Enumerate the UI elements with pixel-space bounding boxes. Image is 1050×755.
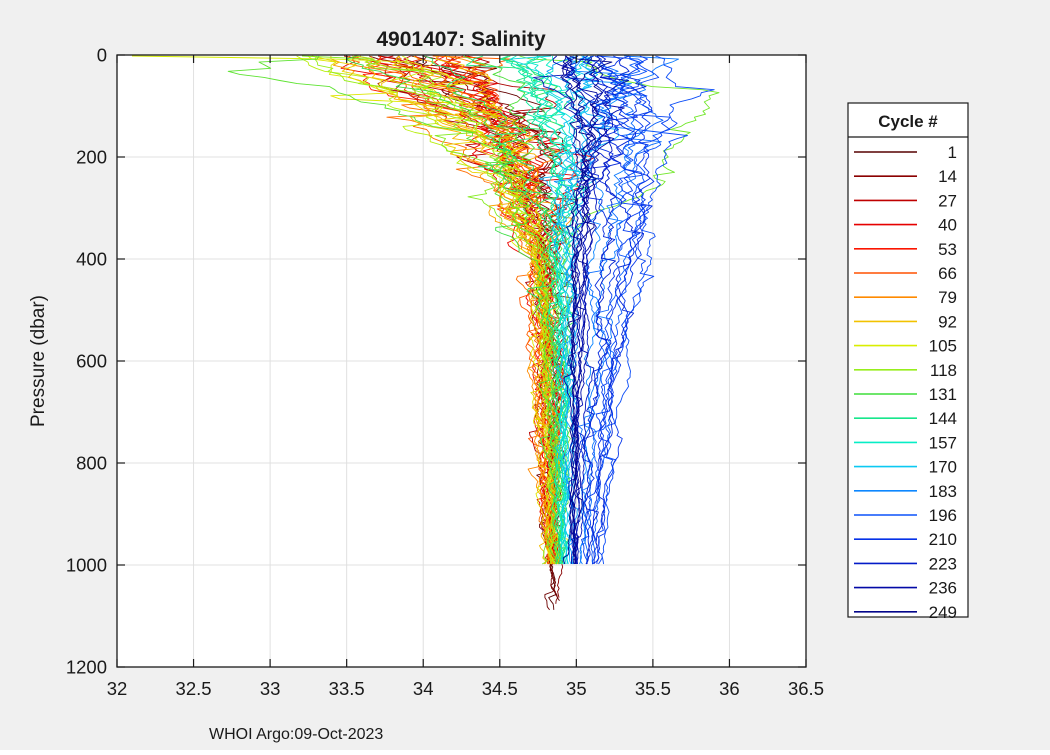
x-tick-label: 35 <box>566 678 587 699</box>
legend-entry-label: 1 <box>948 143 957 162</box>
profile-line-cycle-166 <box>510 55 579 565</box>
legend-entry-label: 183 <box>929 482 957 501</box>
legend: Cycle # 1 14 27 40 53 66 79 92 105 118 131 144 157 17… <box>847 102 969 622</box>
x-tick-label: 33.5 <box>329 678 365 699</box>
legend-entry-label: 144 <box>929 409 957 428</box>
y-tick-label: 200 <box>76 147 107 168</box>
y-tick-label: 0 <box>97 45 107 66</box>
x-tick-label: 34 <box>413 678 434 699</box>
profile-line-cycle-235 <box>552 55 608 565</box>
legend-box <box>847 102 969 618</box>
profile-line-cycle-199 <box>601 55 715 565</box>
profile-line-cycle-106 <box>131 55 563 565</box>
profile-line-cycle-139 <box>424 55 570 565</box>
legend-entry-label: 92 <box>938 312 957 331</box>
legend-entry-label: 236 <box>929 579 957 598</box>
axes: 32 32.5 33 33.5 34 34.5 35 35.5 36 36.5 0 200 400 600… <box>66 45 824 700</box>
legend-entry-label: 223 <box>929 554 957 573</box>
profile-line-cycle-223 <box>565 55 596 565</box>
legend-entry-label: 40 <box>938 216 957 235</box>
legend-entry-label: 196 <box>929 506 957 525</box>
legend-entry-label: 66 <box>938 264 957 283</box>
profile-line-cycle-250 <box>568 55 613 564</box>
profile-line-cycle-190 <box>578 55 662 565</box>
profile-line-cycle-244 <box>572 55 603 565</box>
x-tick-label: 32 <box>107 678 128 699</box>
profile-line-cycle-79 <box>365 55 550 565</box>
legend-entry-label: 157 <box>929 433 957 452</box>
profile-line-cycle-217 <box>579 55 647 565</box>
profile-line-cycle-100 <box>392 55 570 565</box>
profile-line-cycle-208 <box>596 55 655 565</box>
legend-entry-label: 79 <box>938 288 957 307</box>
legend-entry-label: 53 <box>938 240 957 259</box>
profile-line-cycle-247 <box>560 55 585 565</box>
legend-entry-label: 170 <box>929 458 957 477</box>
y-tick-label: 600 <box>76 351 107 372</box>
profile-line-cycle-103 <box>307 55 558 565</box>
profile-lines <box>131 55 720 611</box>
gridlines <box>117 55 806 667</box>
y-tick-label: 400 <box>76 249 107 270</box>
legend-entry-label: 210 <box>929 530 957 549</box>
legend-entry-label: 118 <box>930 361 957 380</box>
legend-entry-label: 14 <box>938 167 957 186</box>
y-tick-label: 1200 <box>66 657 107 678</box>
profile-line-cycle-229 <box>533 55 591 565</box>
profile-line-cycle-154 <box>505 55 574 565</box>
x-tick-label: 32.5 <box>176 678 212 699</box>
legend-title: Cycle # <box>878 112 938 131</box>
y-axis-label: Pressure (dbar) <box>28 295 49 427</box>
legend-entry-label: 131 <box>929 385 957 404</box>
legend-entry-label: 249 <box>929 603 957 622</box>
legend-entry-label: 27 <box>938 191 957 210</box>
profile-line-cycle-160 <box>526 55 573 565</box>
x-tick-label: 36 <box>719 678 740 699</box>
footer-annotation: WHOI Argo:09-Oct-2023 <box>209 726 383 743</box>
profile-line-cycle-163 <box>545 55 585 565</box>
x-tick-label: 35.5 <box>635 678 671 699</box>
y-tick-label: 1000 <box>66 555 107 576</box>
profile-line-cycle-133 <box>345 55 570 565</box>
x-tick-label: 33 <box>260 678 281 699</box>
x-tick-label: 34.5 <box>482 678 518 699</box>
profile-line-cycle-97 <box>311 55 554 565</box>
x-tick-label: 36.5 <box>788 678 824 699</box>
legend-entry-label: 105 <box>929 337 957 356</box>
profile-line-cycle-115 <box>356 55 568 565</box>
profile-line-cycle-202 <box>595 55 671 565</box>
legend-entries: 1 14 27 40 53 66 79 92 105 118 131 144 157 170 183 196 2… <box>854 143 957 622</box>
profile-line-cycle-142 <box>465 55 575 565</box>
plot-area: 32 32.5 33 33.5 34 34.5 35 35.5 36 36.5 0 200 400 600… <box>66 45 824 700</box>
profile-line-cycle-211 <box>591 55 653 565</box>
profile-line-cycle-148 <box>499 55 589 565</box>
y-tick-label: 800 <box>76 453 107 474</box>
plot-title: 4901407: Salinity <box>376 28 546 51</box>
profile-line-cycle-205 <box>581 55 654 565</box>
profile-line-cycle-196 <box>584 55 663 565</box>
